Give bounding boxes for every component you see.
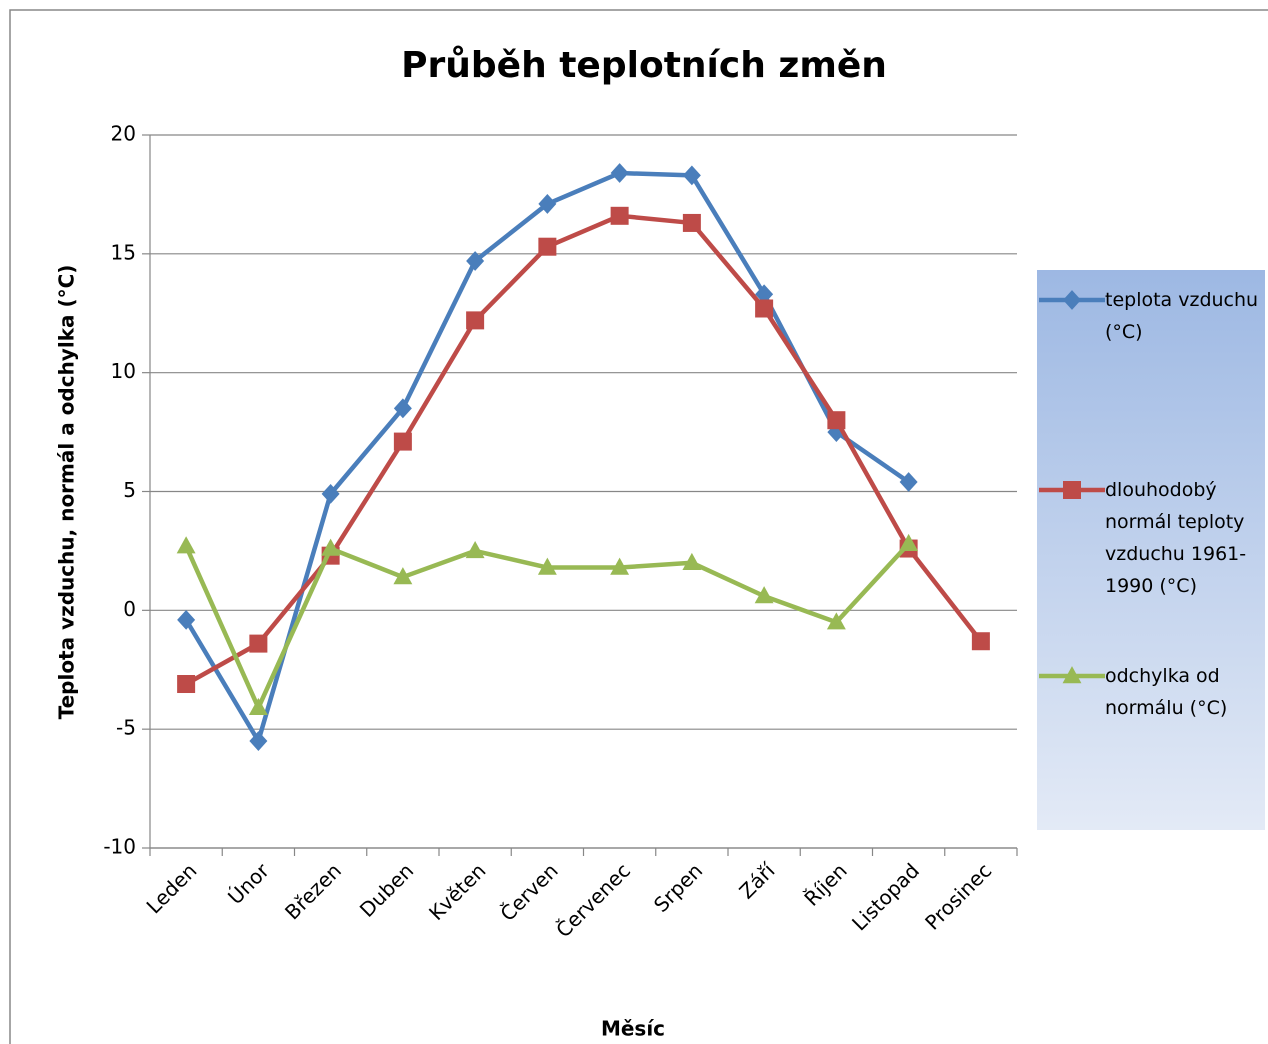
marker — [682, 552, 702, 570]
marker — [177, 675, 196, 694]
marker — [249, 731, 268, 751]
x-tick-label: Říjen — [799, 858, 851, 910]
x-tick-label: Duben — [355, 858, 418, 921]
x-tick-label: Srpen — [649, 858, 707, 916]
marker — [538, 237, 557, 256]
marker — [393, 567, 413, 585]
marker — [393, 432, 412, 451]
marker — [827, 411, 846, 430]
y-tick-label: -5 — [116, 716, 136, 740]
x-axis-label: Měsíc — [601, 1017, 665, 1041]
marker — [466, 311, 485, 330]
marker — [248, 697, 268, 715]
marker — [899, 533, 919, 551]
marker — [465, 541, 485, 559]
x-tick-label: Listopad — [847, 858, 924, 935]
legend-symbol — [1039, 290, 1105, 310]
marker — [971, 632, 990, 651]
x-tick-label: Červenec — [551, 858, 635, 942]
marker — [754, 586, 774, 604]
y-tick-label: 0 — [123, 597, 136, 621]
x-tick-label: Leden — [142, 858, 202, 918]
x-tick-label: Prosinec — [920, 858, 996, 934]
marker — [393, 398, 412, 419]
chart-title: Průběh teplotních změn — [401, 45, 887, 86]
marker — [321, 483, 340, 504]
legend-label: odchylka od normálu (°C) — [1105, 665, 1228, 719]
marker — [610, 163, 629, 183]
x-tick-label: Červen — [495, 858, 562, 925]
marker — [610, 557, 630, 575]
x-tick-label: Březen — [280, 858, 346, 924]
marker — [610, 206, 629, 225]
marker — [537, 557, 557, 575]
y-tick-label: 5 — [123, 478, 136, 502]
marker — [466, 251, 485, 271]
marker — [682, 213, 701, 232]
marker — [755, 299, 774, 318]
series-line — [184, 170, 910, 744]
marker — [1063, 290, 1081, 310]
legend-symbol — [1039, 666, 1105, 684]
y-tick-label: -10 — [103, 835, 136, 859]
marker — [538, 194, 557, 214]
marker — [899, 472, 918, 492]
legend-symbol — [1039, 481, 1105, 499]
x-tick-label: Květen — [424, 858, 491, 925]
marker — [321, 538, 341, 556]
marker — [826, 612, 846, 630]
marker — [755, 284, 774, 305]
y-tick-label: 15 — [111, 240, 136, 264]
y-axis-label: Teplota vzduchu, normál a odchylka (°C) — [55, 265, 79, 720]
x-tick-label: Únor — [223, 858, 274, 909]
legend-label: teplota vzduchu (°C) — [1105, 289, 1259, 343]
x-tick-label: Září — [734, 857, 780, 903]
y-tick-label: 10 — [111, 359, 136, 383]
marker — [1063, 481, 1081, 499]
chart-frame — [9, 9, 1268, 1044]
legend-label: dlouhodobý normál teploty vzduchu 1961-1… — [1105, 479, 1247, 597]
marker — [249, 634, 268, 653]
marker — [682, 165, 701, 186]
marker — [177, 609, 196, 630]
y-tick-label: 20 — [111, 122, 136, 146]
marker — [176, 536, 196, 554]
legend: teplota vzduchu (°C) dlouhodobý normál te… — [1037, 270, 1265, 830]
marker — [1062, 666, 1082, 684]
